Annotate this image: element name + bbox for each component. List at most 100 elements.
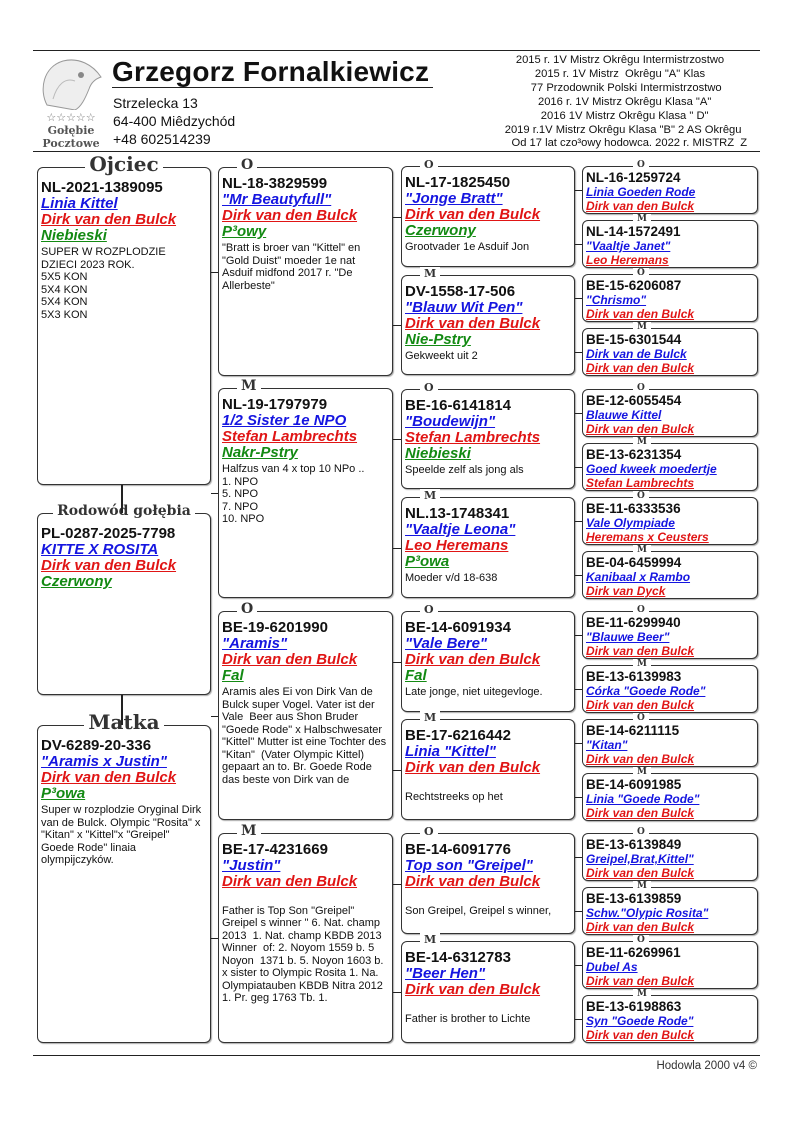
feather-color-text: Nakr-Pstry xyxy=(222,444,298,461)
pigeon-name-text: "Vaaltje Janet" xyxy=(586,239,671,253)
pigeon-name: "Vaaltje Leona" xyxy=(405,522,570,538)
pigeon-note: Father is brother to Lichte xyxy=(405,1012,531,1025)
pigeon-card[interactable]: O BE-11-6299940 "Blauwe Beer" Dirk van den … xyxy=(582,604,758,659)
feather-color: Czerwony xyxy=(41,574,206,590)
pigeon-name: KITTE X ROSITA xyxy=(41,542,206,558)
ring-number: BE-14-6091985 xyxy=(586,777,682,792)
ring-number: BE-14-6091776 xyxy=(405,841,511,858)
pigeon-card[interactable]: O BE-11-6269961 Dubel As Dirk van den Bulck xyxy=(582,934,758,989)
breeder-name: Dirk van den Bulck xyxy=(586,698,753,712)
sex-label-text: M xyxy=(420,711,441,725)
pigeon-card[interactable]: M BE-13-6198863 Syn "Goede Rode" Dirk van d… xyxy=(582,988,758,1043)
connector-line xyxy=(575,1019,582,1020)
pigeon-card-subject[interactable]: Rodowód gołębia PL-0287-2025-7798 KITTE X … xyxy=(37,502,211,695)
logo-stars: ☆☆☆☆☆ xyxy=(46,112,96,124)
breeder-name: Dirk van den Bulck xyxy=(405,874,570,890)
address-city: 64-400 Miêdzychód xyxy=(113,113,236,129)
breeder-name-text: Dirk van den Bulck xyxy=(586,974,695,988)
breeder-name: Dirk van den Bulck xyxy=(586,866,753,880)
pigeon-name-text: "Vale Bere" xyxy=(405,635,488,652)
sex-label: O xyxy=(633,490,757,501)
ring-number: BE-13-6139859 xyxy=(586,891,682,906)
connector-line xyxy=(575,575,582,576)
breeder-name-text: Dirk van den Bulck xyxy=(41,557,177,574)
connector-line xyxy=(575,352,582,353)
pigeon-card[interactable]: M BE-17-6216442 Linia "Kittel" Dirk van den… xyxy=(401,711,575,820)
pigeon-note: Aramis ales Ei von Dirk Van de Bulck sup… xyxy=(222,686,390,786)
pigeon-name: Goed kweek moedertje xyxy=(586,462,753,476)
pigeon-card[interactable]: M BE-17-4231669 "Justin" Dirk van den Bulck… xyxy=(218,822,393,1043)
sex-label: M xyxy=(633,544,757,555)
pigeon-name-text: "Blauwe Beer" xyxy=(586,630,670,644)
breeder-name: Dirk van den Bulck xyxy=(586,422,753,436)
breeder-name-text: Stefan Lambrechts xyxy=(222,428,358,445)
pigeon-card-father[interactable]: Ojciec NL-2021-1389095 Linia Kittel Dirk va… xyxy=(37,151,211,485)
connector-line xyxy=(575,635,582,636)
breeder-name: Dirk van den Bulck xyxy=(405,760,570,776)
pigeon-card[interactable]: O NL-18-3829599 "Mr Beautyfull" Dirk van de… xyxy=(218,156,393,376)
ring-number: NL-16-1259724 xyxy=(586,170,681,185)
pigeon-name: "Mr Beautyfull" xyxy=(222,192,388,208)
breeder-name-text: Dirk van den Bulck xyxy=(405,873,541,890)
pigeon-card[interactable]: O BE-16-6141814 "Boudewijn" Stefan Lambrech… xyxy=(401,381,575,489)
sex-label: M xyxy=(633,321,757,332)
pigeon-card[interactable]: M BE-04-6459994 Kanibaal x Rambo Dirk van D… xyxy=(582,544,758,599)
sex-label: O xyxy=(633,826,757,837)
pigeon-card[interactable]: O NL-16-1259724 Linia Goeden Rode Dirk van … xyxy=(582,159,758,214)
pigeon-note: "Bratt is broer van "Kittel" en "Gold Du… xyxy=(222,242,364,292)
connector-line xyxy=(211,938,218,939)
feather-color-text: P³owy xyxy=(222,223,267,240)
breeder-name: Dirk van den Bulck xyxy=(586,806,753,820)
logo-text-line2: Pocztowe xyxy=(42,137,100,150)
sex-label-text: O xyxy=(633,604,649,615)
pigeon-card[interactable]: O BE-13-6139849 Greipel,Brat,Kittel" Dirk v… xyxy=(582,826,758,881)
pigeon-card[interactable]: O NL-17-1825450 "Jonge Bratt" Dirk van den … xyxy=(401,158,575,267)
pigeon-card[interactable]: M NL-14-1572491 "Vaaltje Janet" Leo Hereman… xyxy=(582,213,758,268)
breeder-name: Dirk van den Bulck xyxy=(586,361,753,375)
pigeon-card[interactable]: M DV-1558-17-506 "Blauw Wit Pen" Dirk van d… xyxy=(401,267,575,375)
breeder-name: Dirk van Dyck xyxy=(586,584,753,598)
pigeon-card[interactable]: O BE-11-6333536 Vale Olympiade Heremans x C… xyxy=(582,490,758,545)
pigeon-card[interactable]: O BE-14-6091934 "Vale Bere" Dirk van den Bu… xyxy=(401,603,575,712)
pigeon-card[interactable]: O BE-14-6211115 "Kitan" Dirk van den Bulck xyxy=(582,712,758,767)
pigeon-card[interactable]: O BE-12-6055454 Blauwe Kittel Dirk van den … xyxy=(582,382,758,437)
breeder-name: Stefan Lambrechts xyxy=(586,476,753,490)
sex-label-text: M xyxy=(633,213,651,224)
address-street: Strzelecka 13 xyxy=(113,95,198,111)
pigeon-card[interactable]: M BE-14-6312783 "Beer Hen" Dirk van den Bul… xyxy=(401,933,575,1043)
breeder-name: Dirk van den Bulck xyxy=(586,920,753,934)
pigeon-card[interactable]: O BE-15-6206087 "Chrismo" Dirk van den Bulc… xyxy=(582,267,758,322)
pigeon-card[interactable]: M BE-13-6139859 Schw."Olypic Rosita" Dirk v… xyxy=(582,880,758,935)
pigeon-card[interactable]: M BE-13-6231354 Goed kweek moedertje Stefan… xyxy=(582,436,758,491)
pigeon-name: "Aramis x Justin" xyxy=(41,754,206,770)
pigeon-card[interactable]: M NL.13-1748341 "Vaaltje Leona" Leo Hereman… xyxy=(401,489,575,598)
breeder-name-text: Dirk van den Bulck xyxy=(586,422,695,436)
achievement-line: 2015 r. 1V Mistrz Okrêgu "A" Klas xyxy=(534,67,706,80)
sex-label-text: Ojciec xyxy=(85,151,163,176)
sex-label: O xyxy=(420,381,574,395)
pigeon-card[interactable]: O BE-14-6091776 Top son "Greipel" Dirk van … xyxy=(401,825,575,934)
sex-label-text: O xyxy=(633,382,649,393)
ring-number: BE-19-6201990 xyxy=(222,619,328,636)
sex-label-text: M xyxy=(633,766,651,777)
breeder-name-text: Dirk van den Bulck xyxy=(405,759,541,776)
pigeon-card[interactable]: M BE-14-6091985 Linia "Goede Rode" Dirk van… xyxy=(582,766,758,821)
pigeon-name-text: Syn "Goede Rode" xyxy=(586,1014,694,1028)
connector-line xyxy=(393,769,401,771)
pigeon-card[interactable]: M BE-15-6301544 Dirk van de Bulck Dirk van … xyxy=(582,321,758,376)
pigeon-card-mother[interactable]: Matka DV-6289-20-336 "Aramis x Justin" Dirk… xyxy=(37,709,211,1043)
pigeon-card[interactable]: M NL-19-1797979 1/2 Sister 1e NPO Stefan La… xyxy=(218,377,393,598)
header-bottom-rule xyxy=(33,151,760,152)
sex-label: M xyxy=(633,766,757,777)
pigeon-card[interactable]: O BE-19-6201990 "Aramis" Dirk van den Bulck… xyxy=(218,600,393,820)
breeder-name: Dirk van den Bulck xyxy=(586,974,753,988)
achievement-line: 77 Przodownik Polski Intermistrzostwo xyxy=(518,81,722,94)
pigeon-card[interactable]: M BE-13-6139983 Córka "Goede Rode" Dirk van… xyxy=(582,658,758,713)
pigeon-name-text: Dirk van de Bulck xyxy=(586,347,687,361)
ring-number: NL-14-1572491 xyxy=(586,224,681,239)
breeder-name: Dirk van den Bulck xyxy=(586,1028,753,1042)
pigeon-name-text: Goed kweek moedertje xyxy=(586,462,717,476)
pigeon-name-text: "Mr Beautyfull" xyxy=(222,191,332,208)
pigeon-name-text: Schw."Olypic Rosita" xyxy=(586,906,709,920)
sex-label: O xyxy=(633,934,757,945)
